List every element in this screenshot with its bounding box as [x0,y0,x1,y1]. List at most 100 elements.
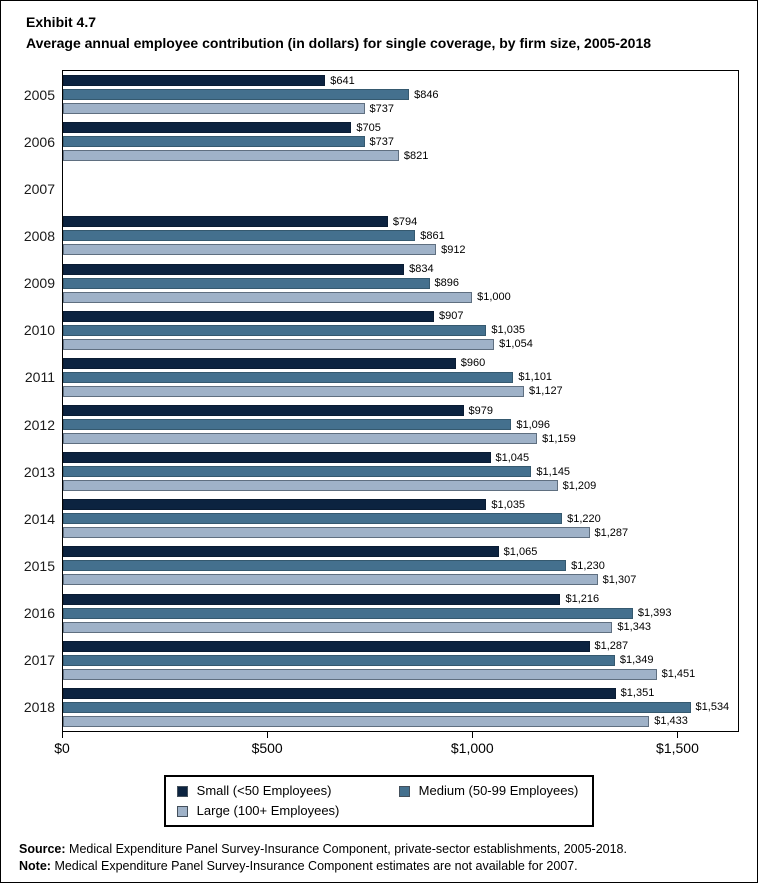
bar-line: $1,287 [63,526,738,539]
year-group-2013: 2013 $1,045 $1,145 $1,209 [24,448,738,495]
year-label: 2014 [23,510,55,527]
source-label: Source: [19,842,66,856]
bar-line: $1,216 [63,593,738,605]
bar-large-2014 [63,527,590,539]
bar-small-2013 [63,452,491,464]
bar-line: $1,000 [63,291,738,303]
bar-line: $737 [63,136,738,148]
bar-line: $1,127 [63,385,738,398]
bar-line: $907 [63,310,738,323]
x-axis: $0 $500 $1,000 $1,500 [54,732,739,762]
bar-line: $821 [63,149,738,162]
legend-item-large: Large (100+ Employees) [176,801,399,821]
bar-medium-2016 [63,607,633,619]
bar-line: $1,145 [63,465,738,478]
bar-value-label: $912 [441,243,466,256]
bar-value-label: $1,287 [594,526,629,539]
bar-line: $1,534 [63,701,738,713]
bar-value-label: $896 [434,277,460,290]
bar-value-label: $1,045 [495,451,530,464]
availability-note: Note: Medical Expenditure Panel Survey-I… [19,858,739,875]
bar-medium-2017 [63,654,615,666]
bar-value-label: $1,451 [661,668,696,681]
bar-line: $1,220 [63,513,738,525]
bar-line: $794 [63,215,738,228]
bar-large-2016 [63,621,613,633]
bar-line: $1,065 [63,546,738,558]
bar-line: $896 [63,277,738,290]
year-label: 2017 [23,652,55,669]
chart-title: Average annual employee contribution (in… [26,35,652,51]
bar-small-2010 [63,310,435,322]
bar-line: $834 [63,263,738,275]
bar-medium-2010 [63,324,487,336]
x-axis-tick-label: $1,000 [450,740,494,756]
bar-value-label: $1,159 [542,432,576,445]
bar-small-2005 [63,75,326,87]
bar-value-label: $1,287 [594,640,629,653]
chart-header: Exhibit 4.7 Average annual employee cont… [1,1,757,54]
year-group-2011: 2011 $960 $1,101 $1,127 [25,354,738,401]
year-label: 2018 [23,699,55,716]
bar-line: $1,351 [63,687,738,699]
legend-item-label: Large (100+ Employees) [196,803,340,818]
year-label: 2016 [23,605,55,622]
year-label: 2015 [23,557,55,574]
bar-small-2009 [63,263,405,275]
bar-medium-2018 [63,701,691,713]
x-axis-tick [677,732,679,738]
bar-medium-2005 [63,89,410,101]
bar-large-2005 [63,103,365,115]
bar-value-label: $1,349 [619,654,654,667]
year-group-2018: 2018 $1,351 $1,534 $1,433 [24,684,738,731]
year-group-2010: 2010 $907 $1,035 $1,054 [24,307,738,354]
year-group-2012: 2012 $979 $1,096 $1,159 [24,401,738,448]
bar-line: $1,035 [63,498,738,511]
x-axis-tick [267,732,269,738]
bar-large-2009 [63,291,473,303]
year-label: 2007 [23,180,55,197]
legend-item-medium: Medium (50-99 Employees) [398,781,578,801]
bar-value-label: $979 [468,404,493,417]
bar-line: $861 [63,230,738,242]
year-label: 2010 [23,322,55,339]
bar-small-2016 [63,593,561,605]
year-group-2014: 2014 $1,035 $1,220 $1,287 [24,495,738,542]
bar-large-2013 [63,480,558,492]
bar-line: $960 [63,357,738,370]
bar-line: $1,451 [63,668,738,681]
source-text: Medical Expenditure Panel Survey-Insuran… [69,842,627,856]
bar-medium-2006 [63,136,365,148]
x-axis-tick [62,732,63,738]
year-label: 2006 [23,133,55,150]
bar-value-label: $1,145 [536,465,571,478]
bar-value-label: $1,343 [617,621,652,634]
bar-line: $705 [63,122,738,134]
bar-line: $641 [63,75,738,87]
bar-value-label: $960 [460,357,486,370]
bar-value-label: $794 [392,215,418,228]
legend-swatch-icon [398,785,410,797]
year-group-2015: 2015 $1,065 $1,230 $1,307 [24,542,738,589]
bar-medium-2014 [63,513,563,525]
year-label: 2012 [23,416,55,433]
bar-line: $1,343 [63,621,738,634]
bar-line: $912 [63,243,738,256]
x-axis-tick-label: $1,500 [656,740,699,756]
bar-value-label: $907 [439,310,464,323]
bar-large-2010 [63,338,495,350]
bar-small-2017 [63,640,590,652]
legend-item-small: Small (<50 Employees) [176,781,399,801]
bar-value-label: $1,433 [654,715,688,728]
bar-value-label: $821 [403,149,429,162]
footer-notes: Source: Medical Expenditure Panel Survey… [19,841,739,875]
year-label: 2008 [23,227,55,244]
bar-value-label: $1,035 [491,498,526,511]
legend-swatch-icon [176,805,188,817]
x-axis-tick-label: $500 [251,740,283,756]
bar-medium-2009 [63,277,430,289]
bar-value-label: $1,307 [602,573,637,586]
year-group-2008: 2008 $794 $861 $912 [24,212,738,259]
bar-value-label: $1,127 [529,385,563,398]
